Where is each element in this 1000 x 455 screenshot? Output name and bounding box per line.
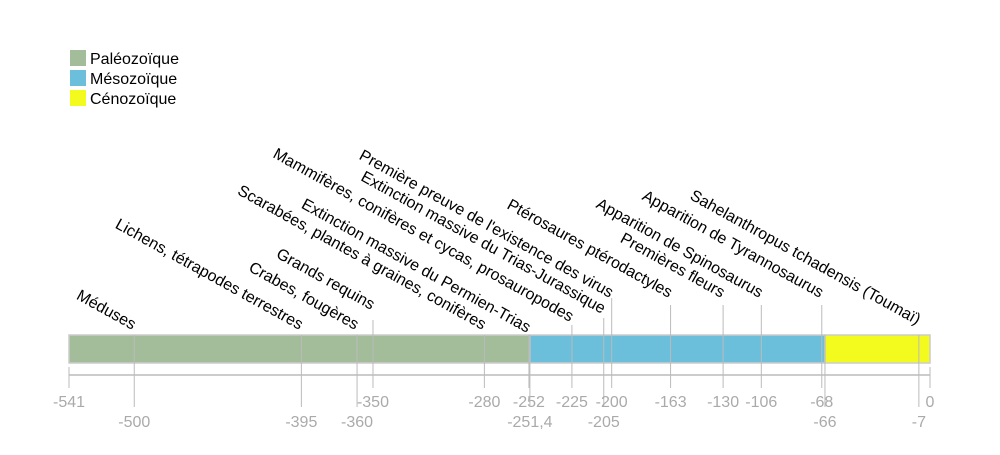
tick-label: -66 <box>813 414 836 431</box>
legend-swatch <box>70 70 86 86</box>
event-label: Méduses <box>74 287 139 333</box>
tick-label: -130 <box>707 394 739 411</box>
tick-label: -541 <box>53 394 85 411</box>
legend: Paléozoïque Mésozoïque Cénozoïque <box>70 50 179 108</box>
tick-label: -106 <box>745 394 777 411</box>
tick-label: -395 <box>285 414 317 431</box>
tick-label: 0 <box>926 394 935 411</box>
tick-label: -200 <box>596 394 628 411</box>
legend-label: Paléozoïque <box>90 51 179 68</box>
legend-swatch <box>70 90 86 106</box>
tick-label: -225 <box>556 394 588 411</box>
period-bar <box>68 334 531 364</box>
tick-label: -252 <box>513 394 545 411</box>
period-bar <box>824 334 931 364</box>
tick-label: -350 <box>357 394 389 411</box>
tick-label: -7 <box>912 414 926 431</box>
legend-label: Cénozoïque <box>90 91 176 108</box>
tick-label: -205 <box>588 414 620 431</box>
tick-label: -500 <box>118 414 150 431</box>
tick-label: -251,4 <box>507 414 552 431</box>
period-bars <box>68 334 931 364</box>
tick-label: -360 <box>341 414 373 431</box>
tick-label: -163 <box>655 394 687 411</box>
axis: -541-500 -395 -360-350 -280 -252-251,4-225-2… <box>53 298 935 431</box>
tick-label: -68 <box>810 394 833 411</box>
legend-swatch <box>70 50 86 66</box>
event-label: Sahelanthropus tchadensis (Toumaï) <box>687 187 923 328</box>
tick-label: -280 <box>468 394 500 411</box>
period-bar <box>529 334 826 364</box>
legend-label: Mésozoïque <box>90 71 177 88</box>
